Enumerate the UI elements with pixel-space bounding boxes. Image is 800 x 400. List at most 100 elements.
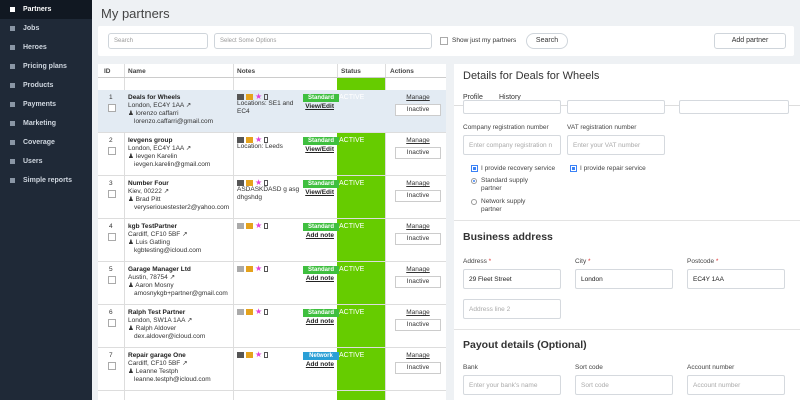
add-note-link[interactable]: Add note: [305, 275, 334, 282]
user-icon: ♟: [128, 239, 134, 246]
field-above-1[interactable]: [463, 100, 561, 114]
sidebar-item-jobs[interactable]: Jobs: [0, 19, 92, 38]
phone-icon: [264, 137, 269, 143]
sidebar-item-partners[interactable]: Partners: [0, 0, 92, 19]
external-link-icon[interactable]: ↗: [186, 317, 193, 324]
row-checkbox[interactable]: [108, 104, 116, 112]
key-icon: [246, 137, 253, 143]
add-note-link[interactable]: Add note: [305, 232, 334, 239]
manage-link[interactable]: Manage: [406, 180, 430, 187]
required-mark: *: [715, 258, 719, 265]
manage-link[interactable]: Manage: [406, 223, 430, 230]
partner-email: leanne.testph@icloud.com: [134, 376, 211, 383]
inactive-button[interactable]: Inactive: [395, 147, 441, 159]
search-input[interactable]: Search: [108, 33, 208, 49]
manage-link[interactable]: Manage: [406, 352, 430, 359]
field-above-3[interactable]: [679, 100, 789, 114]
external-link-icon[interactable]: ↗: [185, 102, 192, 109]
manage-link[interactable]: Manage: [406, 309, 430, 316]
row-id: 6: [109, 309, 113, 316]
network-supply-radio[interactable]: [471, 199, 477, 205]
row-id: 1: [109, 94, 113, 101]
table-row[interactable]: 4 kgb TestPartner Cardiff, CF10 5BF ↗ ♟ …: [98, 219, 446, 262]
partner-info: Garage Manager Ltd Austin, 78754 ↗ ♟ Aar…: [128, 266, 228, 298]
company-reg-input[interactable]: Enter company registration n: [463, 135, 561, 155]
add-note-link[interactable]: Add note: [305, 318, 334, 325]
show-mine-checkbox[interactable]: [440, 37, 448, 45]
options-select[interactable]: Select Some Options: [214, 33, 432, 49]
inactive-button[interactable]: Inactive: [395, 362, 441, 374]
inactive-button[interactable]: Inactive: [395, 190, 441, 202]
inactive-button[interactable]: Inactive: [395, 319, 441, 331]
sidebar-item-simple-reports[interactable]: Simple reports: [0, 171, 92, 190]
external-link-icon[interactable]: ↗: [182, 360, 188, 367]
recovery-checkbox[interactable]: [471, 165, 478, 172]
sidebar-item-payments[interactable]: Payments: [0, 95, 92, 114]
standard-supply-radio[interactable]: [471, 178, 477, 184]
search-button[interactable]: Search: [526, 33, 568, 49]
sidebar-item-coverage[interactable]: Coverage: [0, 133, 92, 152]
sidebar: Partners Jobs Heroes Pricing plans Produ…: [0, 0, 92, 400]
row-checkbox[interactable]: [108, 319, 116, 327]
add-note-link[interactable]: Add note: [305, 361, 334, 368]
key-icon: [246, 223, 253, 229]
inactive-button[interactable]: Inactive: [395, 233, 441, 245]
table-row[interactable]: 1 Deals for Wheels London, EC4Y 1AA ↗ ♟ …: [98, 90, 446, 133]
main-content: My partners Search Select Some Options S…: [92, 0, 800, 400]
postcode-input[interactable]: EC4Y 1AA: [687, 269, 785, 289]
star-icon: ★: [255, 92, 263, 101]
table-row[interactable]: 7 Repair garage One Cardiff, CF10 5BF ↗ …: [98, 348, 446, 391]
plan-badge: Standard: [303, 266, 339, 274]
external-link-icon[interactable]: ↗: [169, 274, 176, 281]
star-icon: ★: [255, 178, 263, 187]
vat-input[interactable]: Enter your VAT number: [567, 135, 665, 155]
row-checkbox[interactable]: [108, 362, 116, 370]
sidebar-item-pricing-plans[interactable]: Pricing plans: [0, 57, 92, 76]
star-icon: ★: [255, 307, 263, 316]
manage-link[interactable]: Manage: [406, 266, 430, 273]
field-above-2[interactable]: [567, 100, 665, 114]
row-checkbox[interactable]: [108, 190, 116, 198]
view-edit-link[interactable]: View/Edit: [305, 103, 334, 110]
network-supply-label: Network supply partner: [481, 198, 526, 213]
manage-link[interactable]: Manage: [406, 137, 430, 144]
view-edit-link[interactable]: View/Edit: [305, 189, 334, 196]
external-link-icon[interactable]: ↗: [182, 231, 188, 238]
row-checkbox[interactable]: [108, 276, 116, 284]
address-input[interactable]: 29 Fleet Street: [463, 269, 561, 289]
table-row[interactable]: 2 Ievgens group London, EC4Y 1AA ↗ ♟ Iev…: [98, 133, 446, 176]
bank-input[interactable]: Enter your bank's name: [463, 375, 561, 395]
table-row[interactable]: 5 Garage Manager Ltd Austin, 78754 ↗ ♟ A…: [98, 262, 446, 305]
business-address-heading: Business address: [463, 231, 553, 243]
star-icon: ★: [255, 221, 263, 230]
city-input[interactable]: London: [575, 269, 673, 289]
table-row[interactable]: 6 Ralph Test Partner London, SW1A 1AA ↗ …: [98, 305, 446, 348]
row-checkbox[interactable]: [108, 147, 116, 155]
col-id: ID: [104, 68, 111, 75]
address-line2-input[interactable]: Address line 2: [463, 299, 561, 319]
view-edit-link[interactable]: View/Edit: [305, 146, 334, 153]
sort-code-input[interactable]: Sort code: [575, 375, 673, 395]
external-link-icon[interactable]: ↗: [163, 188, 170, 195]
row-id: 7: [109, 352, 113, 359]
section-divider: [454, 329, 800, 330]
sidebar-item-heroes[interactable]: Heroes: [0, 38, 92, 57]
account-number-input[interactable]: Account number: [687, 375, 785, 395]
sidebar-item-products[interactable]: Products: [0, 76, 92, 95]
tab-history[interactable]: History: [499, 94, 521, 101]
repair-checkbox[interactable]: [570, 165, 577, 172]
sidebar-item-users[interactable]: Users: [0, 152, 92, 171]
table-row[interactable]: 3 Number Four Kiev, 00222 ↗ ♟ Brad Pitt …: [98, 176, 446, 219]
partner-location: Cardiff, CF10 5BF: [128, 360, 181, 367]
add-partner-button[interactable]: Add partner: [714, 33, 786, 49]
inactive-button[interactable]: Inactive: [395, 104, 441, 116]
page-title: My partners: [101, 6, 170, 21]
inactive-button[interactable]: Inactive: [395, 276, 441, 288]
row-checkbox[interactable]: [108, 233, 116, 241]
notes-cell: ★: [237, 307, 269, 316]
manage-link[interactable]: Manage: [406, 94, 430, 101]
partner-name: Number Four: [128, 180, 169, 187]
account-number-label: Account number: [687, 364, 735, 371]
sidebar-item-marketing[interactable]: Marketing: [0, 114, 92, 133]
external-link-icon[interactable]: ↗: [185, 145, 192, 152]
